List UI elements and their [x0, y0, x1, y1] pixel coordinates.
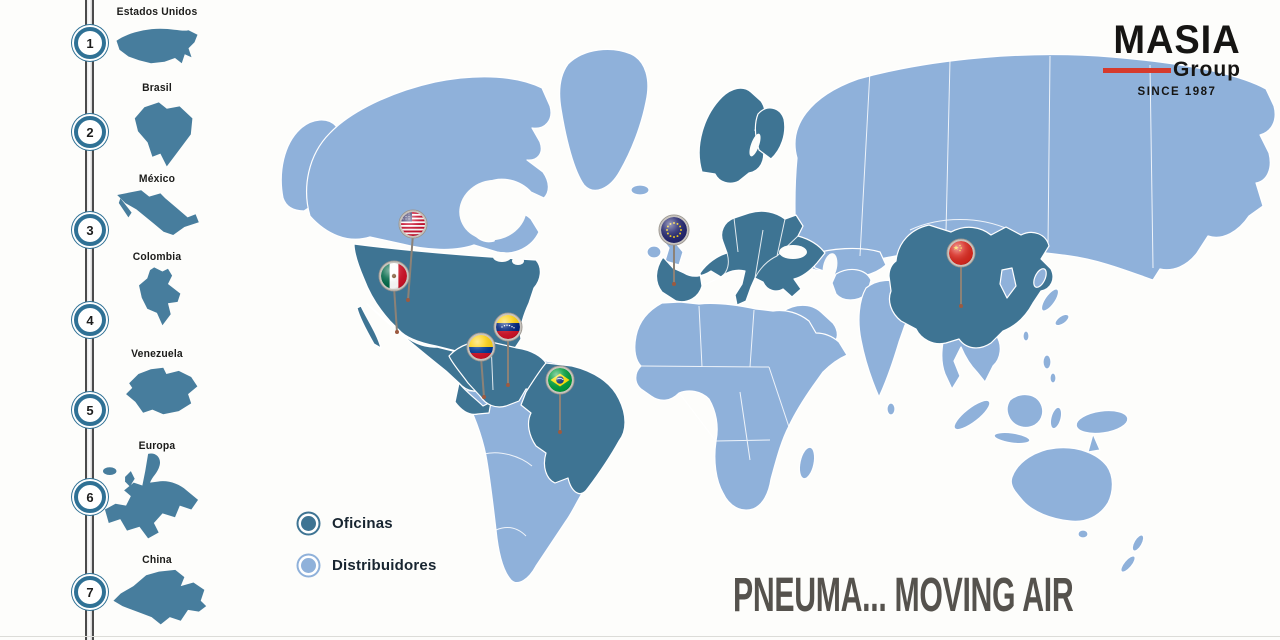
- sidebar-number-4: 4: [74, 304, 106, 336]
- sidebar-number-3: 3: [74, 214, 106, 246]
- logo-title: MASIA: [1113, 18, 1241, 62]
- region-java: [993, 431, 1031, 445]
- region-baja: [356, 305, 382, 349]
- region-korea: [999, 267, 1017, 299]
- china-flag-pin: [946, 238, 976, 308]
- mexico-flag-pin: [378, 260, 410, 334]
- region-china: [888, 224, 1054, 349]
- region-greenland: [559, 48, 649, 191]
- logo-red-bar: [1103, 67, 1171, 73]
- sidebar-label-venezuela: Venezuela: [131, 348, 183, 360]
- region-africa: [634, 301, 848, 511]
- legend: Oficinas Distribuidores: [296, 511, 436, 595]
- usa-silhouette: [112, 20, 202, 78]
- region-scandinavia: [698, 87, 766, 184]
- office-legend-label: Oficinas: [332, 515, 393, 532]
- usa-flag-pin: [398, 209, 428, 302]
- region-iceland: [630, 184, 650, 196]
- black-sea: [779, 245, 807, 259]
- legend-row-distributors: Distribuidores: [296, 553, 436, 578]
- region-sumatra: [953, 399, 991, 431]
- east-asia-islands: [999, 267, 1070, 384]
- region-finland: [754, 107, 786, 160]
- sea-carves: [459, 133, 838, 281]
- region-new-zealand-north: [1131, 534, 1145, 552]
- logo-since-text: SINCE 1987: [1137, 86, 1217, 98]
- masia-group-logo: MASIA Group SINCE 1987: [1103, 20, 1251, 98]
- sidebar-label-china: China: [142, 554, 172, 566]
- colombia-silhouette: [128, 263, 190, 329]
- region-borneo: [1006, 394, 1044, 429]
- region-philippines-1: [1042, 354, 1052, 370]
- region-tasmania: [1077, 529, 1089, 539]
- sidebar-number-2: 2: [74, 116, 106, 148]
- sidebar-label-estados-unidos: Estados Unidos: [116, 6, 198, 18]
- brazil-flag-pin: [545, 365, 575, 434]
- region-new-zealand-south: [1120, 555, 1136, 573]
- distributor-legend-label: Distribuidores: [332, 557, 437, 574]
- mexico-silhouette: [114, 187, 202, 243]
- region-japan-2: [1040, 288, 1060, 312]
- hudson-bay: [459, 179, 527, 241]
- region-australia: [1010, 447, 1113, 522]
- brazil-silhouette: [122, 96, 198, 172]
- sidebar-label-colombia: Colombia: [132, 251, 182, 263]
- region-central-america: [454, 382, 492, 415]
- region-madagascar: [798, 446, 816, 480]
- country-borders-africa: [640, 305, 790, 461]
- sidebar-number-5: 5: [74, 394, 106, 426]
- sidebar-number-6: 6: [74, 481, 106, 513]
- region-taiwan: [1022, 330, 1030, 342]
- sidebar-label-brasil: Brasil: [142, 82, 172, 94]
- china-silhouette: [108, 566, 208, 630]
- region-cape-york: [1087, 433, 1101, 453]
- great-lake-1: [493, 252, 511, 262]
- slogan-text: PNEUMA... MOVING AIR: [733, 569, 1074, 622]
- colombia-flag-pin: [466, 332, 496, 399]
- country-borders-asia: [859, 55, 1154, 269]
- region-brazil: [520, 362, 626, 495]
- region-philippines-2: [1049, 372, 1057, 384]
- world-map: [250, 20, 1280, 630]
- europe-silhouette: [98, 450, 204, 546]
- distributor-legend-icon: [301, 558, 316, 573]
- great-lake-2: [512, 257, 524, 265]
- logo-group-text: Group: [1173, 58, 1241, 81]
- sidebar-number-7: 7: [74, 576, 106, 608]
- region-ireland: [646, 245, 662, 259]
- office-legend-icon: [301, 516, 316, 531]
- region-europe-mainland: [655, 210, 826, 306]
- venezuela-silhouette: [118, 360, 200, 422]
- caspian-sea: [822, 253, 838, 281]
- region-new-guinea: [1075, 409, 1129, 435]
- baltic-sea: [749, 133, 761, 157]
- bottom-divider: [0, 636, 1280, 637]
- european-union-flag-pin: [658, 214, 690, 286]
- legend-row-offices: Oficinas: [296, 511, 436, 536]
- region-japan-1: [1033, 268, 1047, 288]
- region-canada: [306, 76, 552, 254]
- region-sulawesi: [1049, 406, 1063, 430]
- venezuela-flag-pin: [493, 312, 523, 387]
- sidebar-label-europa: Europa: [138, 440, 176, 452]
- sidebar-label-mexico: México: [138, 173, 176, 185]
- region-japan-3: [1054, 313, 1070, 327]
- logo-underline-row: Group: [1103, 58, 1251, 82]
- sidebar-number-1: 1: [74, 27, 106, 59]
- region-sri-lanka: [886, 402, 896, 416]
